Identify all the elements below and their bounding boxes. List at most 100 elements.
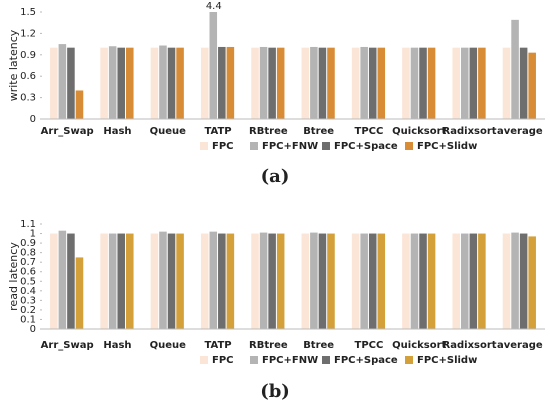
bar — [75, 257, 84, 329]
bar — [519, 233, 528, 329]
y-tick-label: 1.2 — [20, 28, 36, 39]
bar — [108, 233, 117, 329]
y-tick-label: 1.1 — [20, 219, 36, 230]
caption: (b) — [260, 381, 290, 402]
bar — [117, 233, 126, 329]
bar — [58, 230, 67, 329]
bar — [276, 47, 285, 119]
bar — [209, 12, 218, 119]
bar — [218, 233, 226, 329]
bar — [427, 47, 436, 119]
bar — [50, 47, 58, 119]
x-tick-label: average — [497, 340, 543, 351]
bar — [75, 90, 84, 119]
bar — [377, 233, 386, 329]
x-tick-label: Arr_Swap — [41, 340, 94, 351]
bar — [360, 46, 368, 119]
y-tick-label: 0.3 — [20, 93, 36, 104]
bar — [427, 233, 436, 329]
legend-label: FPC — [212, 355, 234, 366]
bar — [511, 19, 519, 120]
bar — [100, 233, 108, 329]
legend-label: FPC+Space — [334, 355, 398, 366]
bar — [200, 233, 209, 329]
bar — [259, 232, 268, 329]
bar — [310, 46, 318, 119]
bar — [58, 44, 67, 119]
bar — [276, 233, 285, 329]
bar — [460, 47, 469, 119]
y-tick-label: 0.8 — [20, 248, 36, 259]
bar — [419, 233, 427, 329]
x-tick-label: TPCC — [355, 126, 384, 137]
x-tick-label: RBtree — [249, 340, 288, 351]
x-tick-label: TATP — [204, 126, 231, 137]
bar — [209, 231, 218, 329]
bar — [167, 47, 176, 119]
x-tick-label: Hash — [103, 340, 131, 351]
legend-swatch — [322, 356, 330, 364]
bar — [251, 233, 259, 329]
bar — [251, 47, 259, 119]
y-tick-label: 0.9 — [20, 50, 36, 61]
x-tick-label: Arr_Swap — [41, 126, 94, 137]
bar — [176, 47, 184, 119]
y-tick-label: 0.6 — [20, 71, 36, 82]
legend-swatch — [250, 356, 258, 364]
y-tick-label: 0 — [30, 114, 36, 125]
bar — [452, 47, 460, 119]
bar — [268, 47, 276, 119]
bar — [50, 233, 58, 329]
legend-swatch — [405, 142, 413, 150]
bar — [478, 233, 486, 329]
bar — [368, 47, 377, 119]
bar — [150, 233, 159, 329]
x-tick-label: Radixsort — [443, 126, 497, 137]
legend-label: FPC+FNW — [262, 355, 318, 366]
bar — [318, 47, 327, 119]
x-tick-label: Radixsort — [443, 340, 497, 351]
bar — [159, 45, 167, 119]
bar — [268, 233, 276, 329]
y-axis-label: write latency — [7, 29, 20, 101]
bar — [402, 233, 410, 329]
bar — [167, 233, 176, 329]
x-tick-label: TPCC — [355, 340, 384, 351]
bar — [301, 233, 310, 329]
bar — [460, 233, 469, 329]
x-tick-label: Btree — [303, 340, 334, 351]
bar — [126, 233, 134, 329]
bar — [108, 46, 117, 119]
bar — [67, 233, 75, 329]
bar — [410, 233, 419, 329]
bar — [159, 231, 167, 329]
bar — [469, 47, 478, 119]
y-tick-label: 0.1 — [20, 314, 36, 325]
x-tick-label: Hash — [103, 126, 131, 137]
y-tick-label: 0.3 — [20, 295, 36, 306]
legend-swatch — [322, 142, 330, 150]
x-tick-label: TATP — [204, 340, 231, 351]
bar — [351, 47, 360, 119]
bar — [226, 233, 235, 329]
x-tick-label: RBtree — [249, 126, 288, 137]
bar — [377, 47, 386, 119]
bar — [469, 233, 478, 329]
y-tick-label: 0.7 — [20, 257, 36, 268]
bar — [67, 47, 75, 119]
x-tick-label: average — [497, 126, 543, 137]
y-tick-label: 1.5 — [20, 7, 36, 18]
x-tick-label: Quicksort — [392, 126, 446, 137]
bar — [502, 47, 511, 119]
legend-swatch — [200, 142, 208, 150]
bar — [502, 233, 511, 329]
bar — [410, 47, 419, 119]
bar — [478, 47, 486, 119]
bar — [402, 47, 410, 119]
bar — [226, 46, 235, 119]
bar — [519, 47, 528, 119]
bar — [327, 47, 335, 119]
bar — [259, 46, 268, 119]
bar — [452, 233, 460, 329]
bar — [218, 46, 226, 119]
